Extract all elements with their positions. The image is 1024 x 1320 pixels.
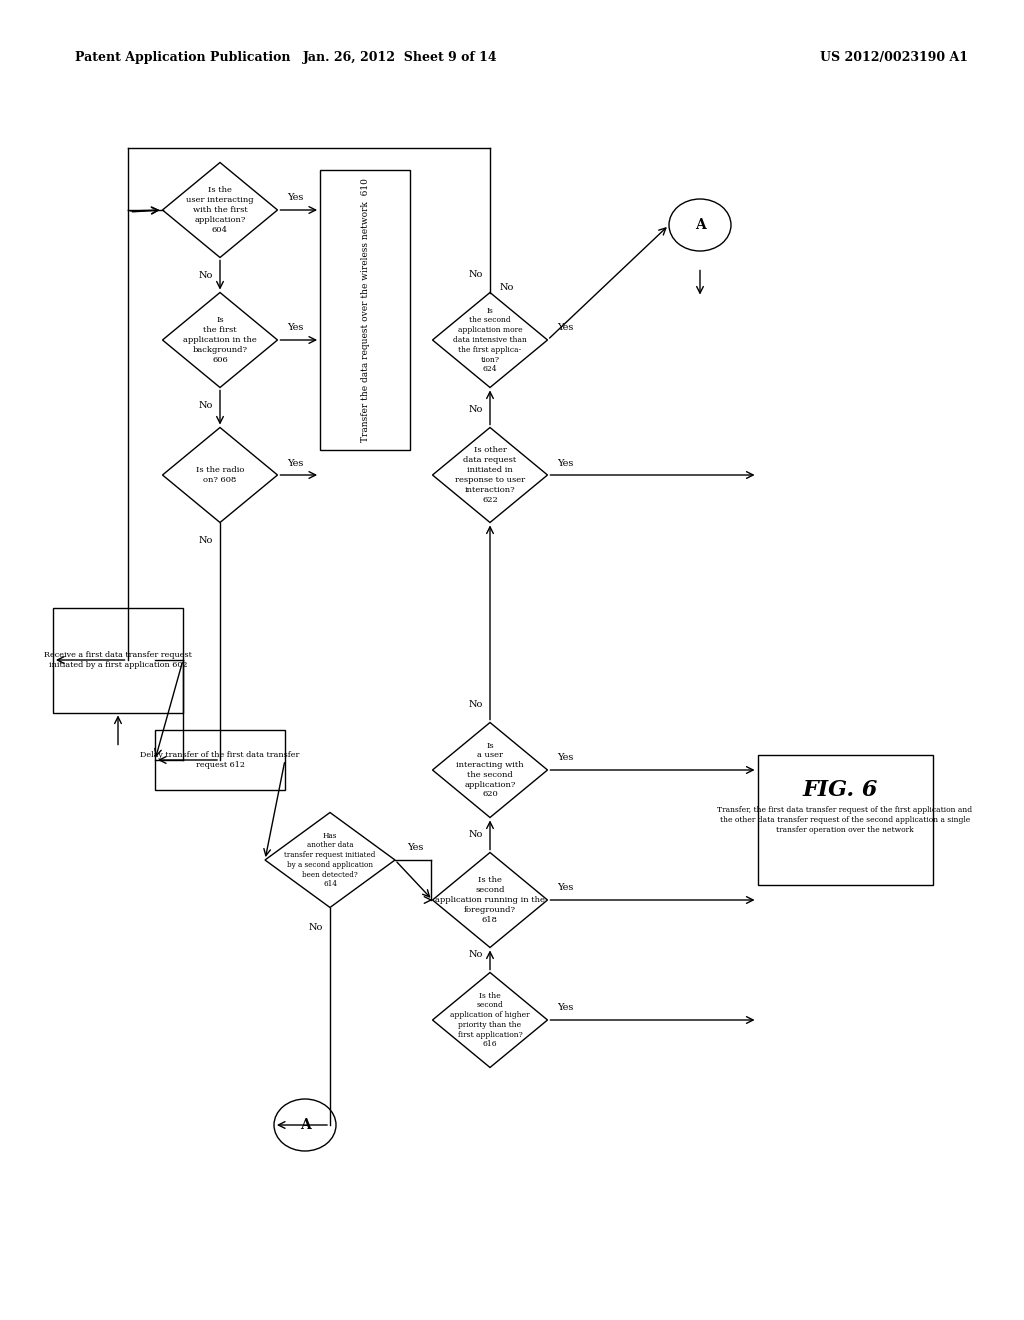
Ellipse shape bbox=[669, 199, 731, 251]
Text: Yes: Yes bbox=[557, 323, 573, 333]
Text: No: No bbox=[469, 700, 483, 709]
Polygon shape bbox=[432, 428, 548, 523]
Text: Is
the second
application more
data intensive than
the first applica-
tion?
624: Is the second application more data inte… bbox=[453, 306, 527, 374]
Text: No: No bbox=[309, 923, 324, 932]
Text: No: No bbox=[469, 271, 483, 279]
Text: No: No bbox=[500, 282, 514, 292]
Text: Yes: Yes bbox=[557, 754, 573, 763]
Text: Is the
second
application running in the
foreground?
618: Is the second application running in the… bbox=[435, 876, 545, 924]
Text: A: A bbox=[694, 218, 706, 232]
Text: Transfer, the first data transfer request of the first application and
the other: Transfer, the first data transfer reques… bbox=[718, 807, 973, 834]
Text: Yes: Yes bbox=[288, 458, 304, 467]
Text: No: No bbox=[469, 950, 483, 960]
Polygon shape bbox=[163, 162, 278, 257]
Bar bbox=[53, 607, 183, 713]
Text: Transfer the data request over the wireless network  610: Transfer the data request over the wirel… bbox=[360, 178, 370, 442]
Text: Is the
second
application of higher
priority than the
first application?
616: Is the second application of higher prio… bbox=[451, 991, 529, 1048]
Text: Is
the first
application in the
background?
606: Is the first application in the backgrou… bbox=[183, 317, 257, 363]
Text: Is
a user
interacting with
the second
application?
620: Is a user interacting with the second ap… bbox=[456, 742, 524, 799]
Text: Yes: Yes bbox=[557, 458, 573, 467]
Text: Has
another data
transfer request initiated
by a second application
been detecte: Has another data transfer request initia… bbox=[285, 832, 376, 888]
Text: FIG. 6: FIG. 6 bbox=[803, 779, 878, 801]
Polygon shape bbox=[432, 293, 548, 388]
Text: Jan. 26, 2012  Sheet 9 of 14: Jan. 26, 2012 Sheet 9 of 14 bbox=[303, 51, 498, 65]
Text: Delay transfer of the first data transfer
request 612: Delay transfer of the first data transfe… bbox=[140, 751, 300, 768]
Text: Yes: Yes bbox=[407, 843, 423, 853]
Text: Patent Application Publication: Patent Application Publication bbox=[75, 51, 291, 65]
Text: No: No bbox=[469, 405, 483, 414]
Text: Is the
user interacting
with the first
application?
604: Is the user interacting with the first a… bbox=[186, 186, 254, 234]
Bar bbox=[319, 170, 410, 450]
Polygon shape bbox=[432, 722, 548, 817]
Ellipse shape bbox=[274, 1100, 336, 1151]
Text: Is the radio
on? 608: Is the radio on? 608 bbox=[196, 466, 244, 484]
Text: No: No bbox=[199, 536, 213, 545]
Text: No: No bbox=[469, 830, 483, 840]
Polygon shape bbox=[163, 293, 278, 388]
Polygon shape bbox=[265, 813, 395, 908]
Text: No: No bbox=[199, 271, 213, 280]
Text: Yes: Yes bbox=[288, 194, 304, 202]
Polygon shape bbox=[432, 853, 548, 948]
Text: No: No bbox=[199, 401, 213, 411]
Polygon shape bbox=[432, 973, 548, 1068]
Polygon shape bbox=[163, 428, 278, 523]
Text: Receive a first data transfer request
initiated by a first application 602: Receive a first data transfer request in… bbox=[44, 651, 191, 669]
Bar bbox=[155, 730, 285, 789]
Bar bbox=[758, 755, 933, 884]
Text: US 2012/0023190 A1: US 2012/0023190 A1 bbox=[820, 51, 968, 65]
Text: Yes: Yes bbox=[557, 883, 573, 892]
Text: Yes: Yes bbox=[288, 323, 304, 333]
Text: Is other
data request
initiated in
response to user
interaction?
622: Is other data request initiated in respo… bbox=[455, 446, 525, 503]
Text: Yes: Yes bbox=[557, 1003, 573, 1012]
Text: A: A bbox=[300, 1118, 310, 1133]
